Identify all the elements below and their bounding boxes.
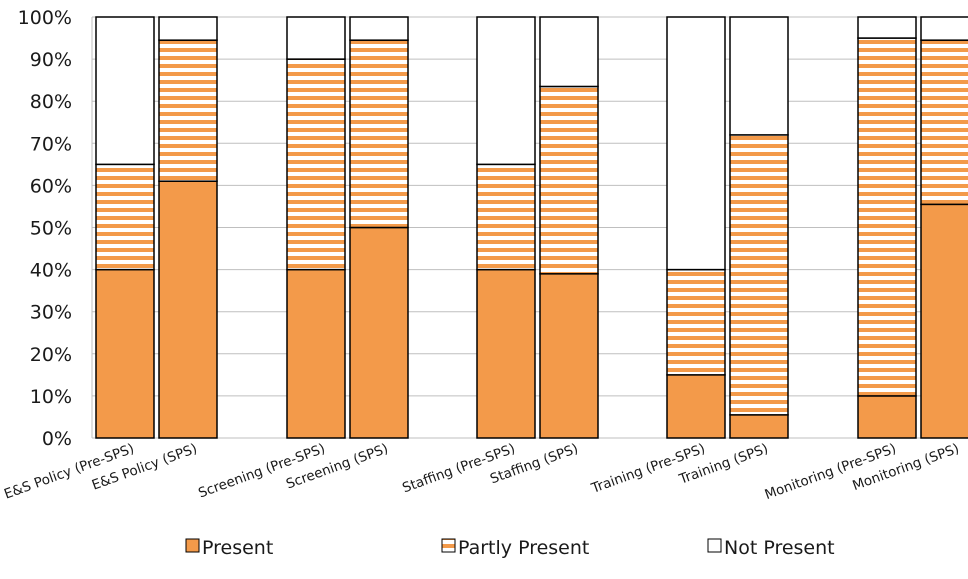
category-label: E&S Policy (SPS) [90, 441, 200, 494]
bar-segment-partly-present [729, 134, 789, 416]
bar-segment-partly-present [476, 163, 536, 271]
bar-segment-not-present [286, 16, 346, 60]
category-label: Monitoring (SPS) [850, 441, 961, 494]
legend-label: Partly Present [458, 537, 589, 559]
y-axis: 0% 10% 20% 30% 40% 50% 60% 70% 80% 90% 100% [18, 7, 93, 450]
legend-label: Not Present [724, 537, 835, 559]
bar-segment-not-present [729, 16, 789, 136]
y-tick-label: 60% [30, 175, 72, 197]
y-tick-label: 0% [42, 428, 72, 450]
bar-segment-partly-present [857, 37, 917, 397]
bar-segment-present [158, 180, 218, 439]
y-tick-label: 70% [30, 133, 72, 155]
y-tick-label: 30% [30, 302, 72, 324]
bar-segment-partly-present [95, 163, 155, 271]
y-tick-label: 10% [30, 386, 72, 408]
bar-segment-not-present [539, 16, 599, 88]
bar-segment-present [666, 374, 726, 439]
bar-segment-not-present [476, 16, 536, 166]
legend-swatch-not-present [707, 538, 722, 553]
bar-segment-present [476, 268, 536, 439]
x-axis-labels: E&S Policy (Pre-SPS)E&S Policy (SPS)Scre… [2, 441, 961, 503]
bar-segment-partly-present [158, 39, 218, 182]
bar-segment-partly-present [286, 58, 346, 271]
legend-swatch-partly-present [441, 538, 456, 553]
bar-segment-present [857, 395, 917, 439]
bar-segment-not-present [95, 16, 155, 166]
bar-segment-partly-present [349, 39, 409, 229]
bar-segment-not-present [857, 16, 917, 39]
y-tick-label: 50% [30, 218, 72, 240]
y-tick-label: 20% [30, 344, 72, 366]
bar-segment-present [95, 268, 155, 439]
y-tick-label: 100% [18, 7, 72, 29]
bar-segment-partly-present [666, 268, 726, 376]
bar-segment-present [286, 268, 346, 439]
y-tick-label: 80% [30, 91, 72, 113]
bar-segment-present [539, 273, 599, 439]
legend: Present Partly Present Not Present [185, 537, 835, 559]
legend-swatch-present [185, 538, 200, 553]
bars [95, 16, 968, 439]
bar-segment-partly-present [920, 39, 968, 206]
legend-label: Present [202, 537, 273, 559]
bar-segment-partly-present [539, 85, 599, 275]
y-tick-label: 40% [30, 260, 72, 282]
bar-segment-not-present [349, 16, 409, 41]
bar-segment-present [920, 203, 968, 439]
bar-segment-present [349, 226, 409, 439]
bar-segment-not-present [666, 16, 726, 271]
bar-segment-present [729, 414, 789, 439]
y-tick-label: 90% [30, 49, 72, 71]
bar-segment-not-present [158, 16, 218, 41]
bar-segment-not-present [920, 16, 968, 41]
